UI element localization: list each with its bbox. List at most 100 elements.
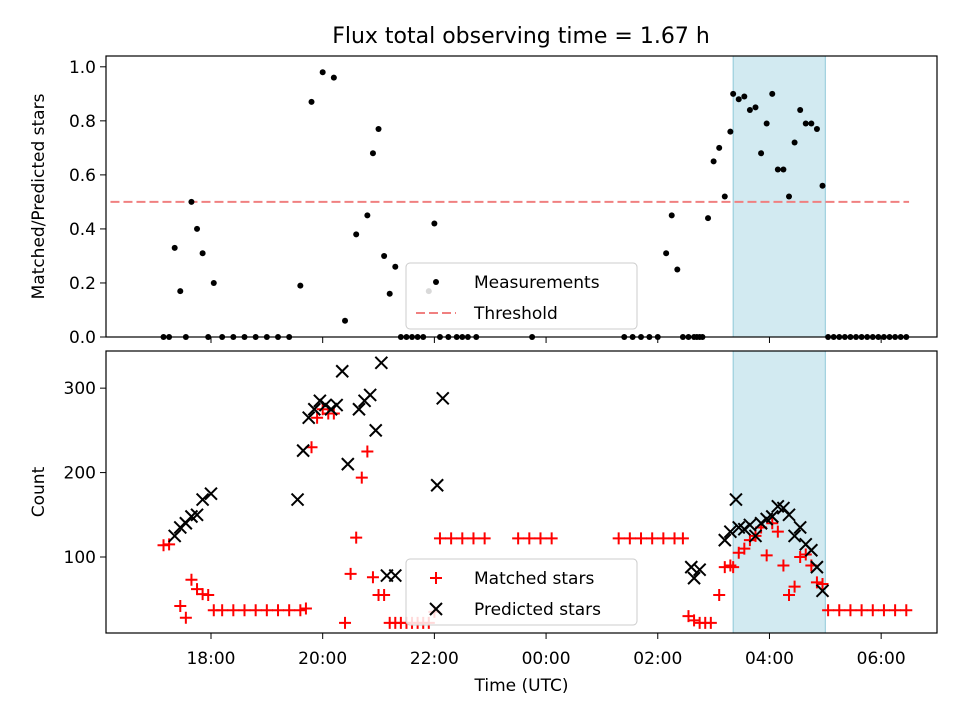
matched-star-marker	[456, 532, 469, 545]
measurement-point	[786, 193, 793, 200]
legend-marker-matched	[430, 572, 442, 584]
predicted-star-marker	[765, 509, 779, 524]
predicted-star-marker	[388, 568, 402, 583]
measurement-point	[819, 182, 826, 189]
measurement-point	[177, 288, 184, 295]
x-tick-label: 00:00	[522, 649, 571, 669]
predicted-star-marker	[436, 391, 450, 405]
matched-star-marker	[545, 532, 558, 545]
matched-star-marker	[794, 551, 807, 564]
matched-star-marker	[433, 532, 446, 545]
predicted-star-marker	[167, 529, 182, 543]
matched-star-marker	[900, 604, 913, 617]
measurement-point	[364, 212, 371, 219]
matched-star-marker	[294, 604, 307, 617]
matched-star-marker	[822, 604, 835, 617]
measurement-point	[171, 244, 178, 251]
y-axis-label: Matched/Predicted stars	[29, 93, 49, 299]
predicted-star-marker	[787, 529, 802, 543]
predicted-star-marker	[723, 524, 738, 539]
predicted-star-marker	[204, 486, 218, 501]
measurement-point	[369, 150, 376, 157]
x-tick-label: 20:00	[298, 649, 347, 669]
observing-window	[732, 350, 826, 634]
matched-star-marker	[361, 445, 374, 458]
measurement-point	[741, 93, 748, 100]
predicted-star-marker	[369, 423, 383, 438]
predicted-star-marker	[296, 443, 310, 458]
matched-star-marker	[355, 471, 368, 484]
matched-star-marker	[191, 583, 204, 596]
plot-frame	[105, 350, 938, 634]
legend-label: Matched stars	[474, 569, 594, 589]
measurement-point	[381, 252, 388, 259]
measurement-point	[813, 125, 820, 132]
predicted-star-marker	[729, 492, 743, 507]
predicted-star-marker	[782, 508, 796, 522]
measurement-point	[663, 250, 670, 257]
measurement-point	[674, 266, 681, 273]
matched-star-marker	[783, 589, 796, 602]
measurement-point	[746, 107, 753, 114]
measurement-point	[780, 166, 787, 173]
predicted-star-marker	[718, 533, 732, 547]
measurement-point	[808, 120, 815, 127]
predicted-star-marker	[352, 402, 366, 416]
measurement-point	[342, 317, 349, 324]
y-tick-label: 1.0	[69, 58, 96, 78]
legend: Matched stars Predicted stars	[405, 558, 638, 626]
matched-star-marker	[771, 525, 784, 538]
measurement-point	[392, 263, 399, 270]
matched-star-marker	[523, 532, 536, 545]
matched-star-marker	[777, 559, 790, 572]
measurement-point	[763, 120, 770, 127]
matched-star-marker	[202, 589, 215, 602]
matched-star-marker	[174, 599, 187, 612]
matched-star-marker	[283, 604, 296, 617]
y-tick-label: 0.4	[69, 220, 96, 240]
x-tick-label: 06:00	[857, 649, 906, 669]
measurement-point	[330, 74, 337, 81]
predicted-star-marker	[341, 457, 355, 471]
predicted-star-marker	[692, 562, 707, 577]
matched-star-marker	[350, 531, 363, 544]
legend-label: Measurements	[474, 273, 600, 293]
matched-star-marker	[311, 411, 324, 424]
matched-star-marker	[760, 549, 773, 562]
y-tick-label: 100	[64, 548, 96, 568]
predicted-star-marker	[793, 520, 807, 535]
legend-marker-predicted	[429, 602, 443, 616]
matched-star-marker	[866, 604, 879, 617]
y-tick-label: 0.6	[69, 166, 96, 186]
matched-star-marker	[344, 567, 357, 580]
predicted-star-marker	[307, 402, 322, 416]
matched-star-marker	[833, 604, 846, 617]
measurement-point	[710, 158, 717, 165]
matched-star-marker	[339, 616, 352, 629]
predicted-star-marker	[195, 492, 210, 507]
matched-star-marker	[688, 614, 701, 627]
matched-star-marker	[327, 407, 340, 420]
matched-star-marker	[612, 532, 625, 545]
panel-counts: 100 200 300 18:00 20:00 22:00 00:00 02:00 04:00 0…	[29, 350, 938, 696]
matched-star-marker	[249, 604, 262, 617]
y-tick-label: 300	[64, 379, 96, 399]
y-tick-label: 0.0	[69, 328, 96, 348]
measurement-point	[727, 128, 734, 135]
matched-star-marker	[185, 573, 198, 586]
matched-star-marker	[478, 532, 491, 545]
x-tick-label: 22:00	[410, 649, 459, 669]
measurement-point	[386, 290, 393, 297]
measurement-point	[188, 198, 195, 205]
predicted-star-marker	[190, 508, 204, 522]
matched-star-marker	[227, 604, 240, 617]
predicted-star-marker	[810, 560, 824, 574]
measurement-point	[375, 125, 382, 132]
predicted-star-marker	[335, 364, 349, 378]
legend: Measurements Threshold	[405, 262, 638, 330]
matched-star-marker	[844, 604, 857, 617]
measurement-point	[210, 279, 217, 286]
legend-marker-measurements	[433, 279, 439, 285]
predicted-star-marker	[687, 571, 701, 585]
